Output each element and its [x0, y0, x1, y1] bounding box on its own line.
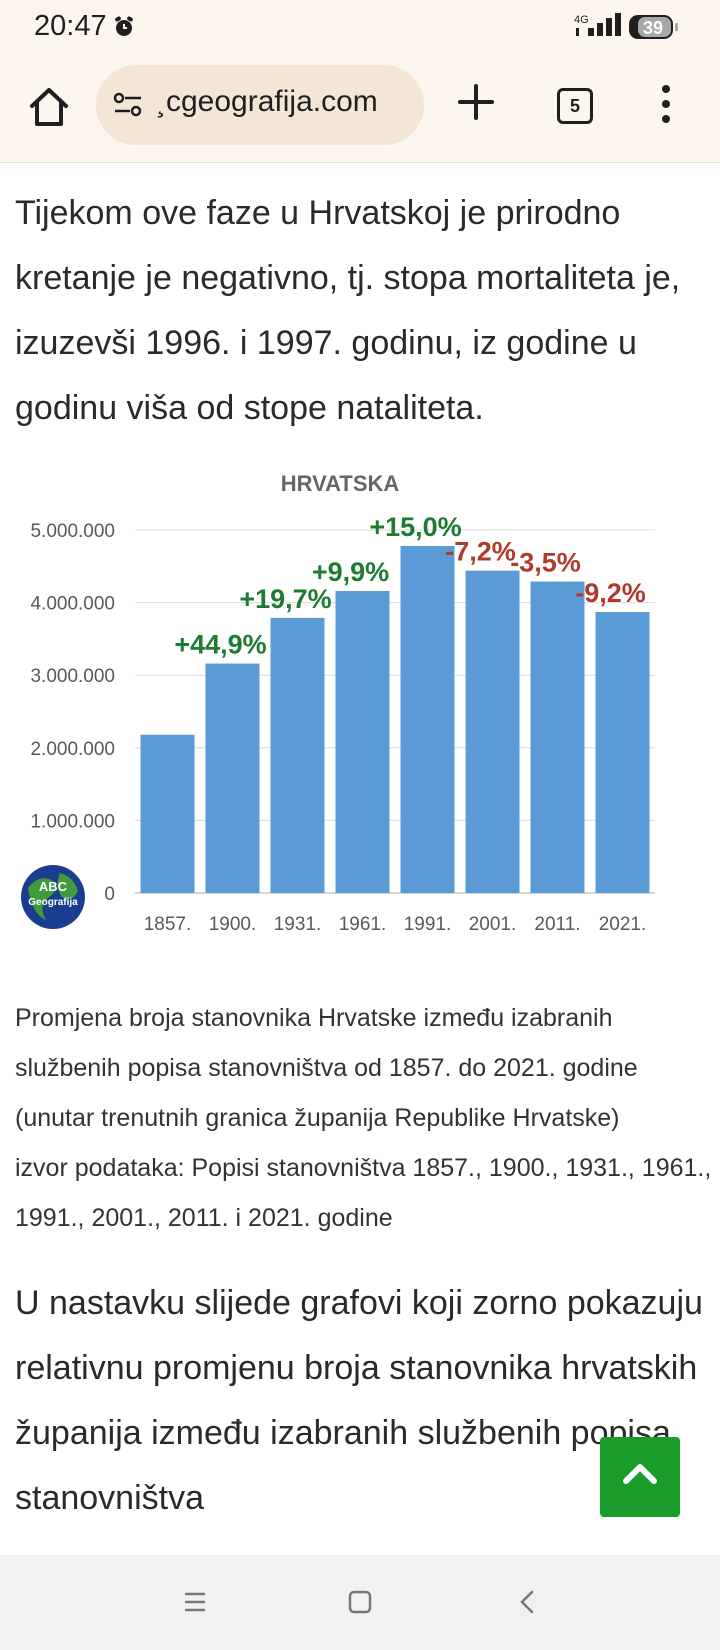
y-tick-label: 0 — [104, 884, 115, 905]
change-label: +9,9% — [312, 557, 389, 587]
logo-text-abc: ABC — [39, 879, 68, 894]
chart-bar — [140, 734, 195, 893]
chart-title: HRVATSKA — [281, 473, 400, 496]
home-nav-icon[interactable] — [348, 1588, 372, 1616]
y-tick-label: 3.000.000 — [30, 666, 115, 687]
recent-apps-icon[interactable] — [183, 1588, 207, 1616]
x-tick-label: 1991. — [404, 914, 452, 935]
logo-text-geografija: Geografija — [28, 897, 78, 908]
address-bar[interactable]: ¸cgeografija.com — [96, 65, 424, 145]
change-label: +44,9% — [174, 630, 266, 660]
url-text: ¸cgeografija.com — [156, 85, 378, 118]
x-tick-label: 1900. — [209, 914, 257, 935]
y-tick-label: 4.000.000 — [30, 594, 115, 615]
new-tab-icon[interactable] — [452, 78, 500, 126]
chevron-up-icon — [623, 1464, 657, 1484]
chart-bar — [530, 581, 585, 893]
chart-bar — [595, 612, 650, 893]
status-time: 20:47 — [34, 10, 107, 42]
alarm-icon — [115, 16, 133, 36]
browser-toolbar: ¸cgeografija.com 5 — [0, 54, 720, 163]
chart-bar — [270, 617, 325, 893]
x-tick-label: 2001. — [469, 914, 517, 935]
system-navigation-bar — [0, 1555, 720, 1650]
change-label: -9,2% — [575, 578, 646, 608]
cellular-signal-icon: 4G — [574, 13, 621, 36]
battery-level: 39 — [643, 18, 663, 38]
chart-caption: Promjena broja stanovnika Hrvatske izmeđ… — [15, 993, 715, 1243]
y-tick-label: 2.000.000 — [30, 739, 115, 760]
x-tick-label: 1931. — [274, 914, 322, 935]
scroll-to-top-button[interactable] — [600, 1437, 680, 1517]
x-tick-label: 1961. — [339, 914, 387, 935]
more-menu-icon[interactable] — [660, 84, 672, 124]
y-tick-label: 5.000.000 — [30, 521, 115, 542]
home-icon[interactable] — [22, 80, 76, 134]
abc-geografija-logo: ABC Geografija — [21, 865, 85, 929]
change-label: -3,5% — [510, 548, 581, 578]
chart-bar — [400, 545, 455, 893]
x-tick-label: 2021. — [599, 914, 647, 935]
y-tick-label: 1.000.000 — [30, 811, 115, 832]
site-settings-icon[interactable] — [112, 89, 144, 121]
chart-bars — [140, 545, 650, 893]
x-tick-label: 1857. — [144, 914, 192, 935]
tab-switcher-button[interactable]: 5 — [557, 88, 593, 124]
chart-bar — [465, 570, 520, 893]
change-label: +15,0% — [369, 512, 461, 542]
chart-bar — [335, 590, 390, 893]
population-chart: 0 1.000.000 2.000.000 3.000.000 4.000.000 5.0… — [21, 473, 655, 935]
article-paragraph: Tijekom ove faze u Hrvatskoj je prirodno… — [15, 194, 681, 427]
caption-text: Promjena broja stanovnika Hrvatske izmeđ… — [15, 1004, 638, 1132]
x-tick-label: 2011. — [534, 914, 580, 935]
status-bar: 20:47 4G 39 — [0, 0, 720, 54]
change-label: +19,7% — [239, 584, 331, 614]
battery-icon: 39 — [629, 15, 678, 39]
back-icon[interactable] — [516, 1588, 540, 1616]
article-content[interactable]: ​ Tijekom ove faze u Hrvatskoj je prirod… — [0, 163, 720, 1555]
caption-source: izvor podataka: Popisi stanovništva 1857… — [15, 1154, 712, 1232]
article-paragraph: U nastavku slijede grafovi koji zorno po… — [15, 1284, 703, 1517]
network-type: 4G — [574, 14, 589, 26]
chart-labels: 0 1.000.000 2.000.000 3.000.000 4.000.000 5.0… — [30, 512, 646, 935]
change-label: -7,2% — [445, 537, 516, 567]
chart-bar — [205, 663, 260, 893]
